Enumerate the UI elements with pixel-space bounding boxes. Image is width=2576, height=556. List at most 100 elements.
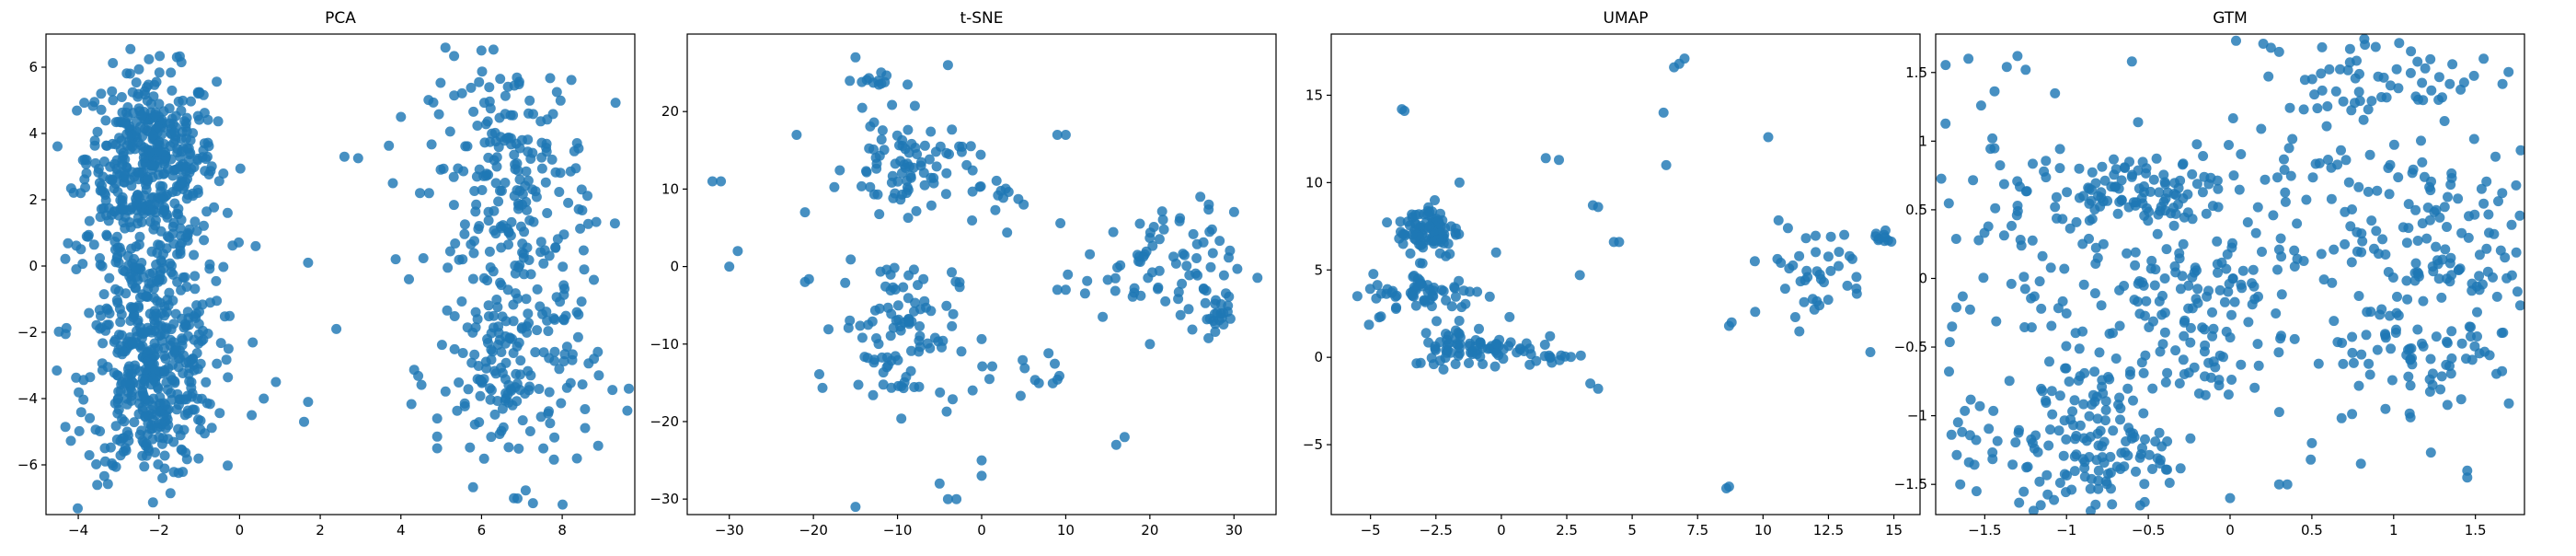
data-point: [108, 95, 119, 106]
data-point: [2306, 454, 2317, 465]
data-point: [1801, 265, 1812, 276]
data-point: [545, 73, 556, 84]
data-point: [110, 421, 121, 432]
data-point: [2041, 156, 2052, 167]
data-point: [80, 182, 91, 193]
data-point: [2289, 333, 2300, 344]
data-point: [2428, 266, 2439, 277]
data-point: [2362, 307, 2373, 318]
data-point: [496, 425, 507, 436]
data-point: [2433, 72, 2444, 83]
data-point: [199, 235, 210, 246]
data-point: [163, 300, 174, 311]
data-point: [577, 379, 588, 390]
data-point: [1971, 434, 1982, 446]
data-point: [2225, 492, 2236, 504]
data-point: [2069, 395, 2080, 406]
scatter-points: [1351, 53, 1897, 493]
data-point: [2144, 322, 2155, 332]
data-point: [998, 192, 1008, 203]
y-tick-label: 0: [670, 259, 679, 275]
data-point: [2092, 413, 2103, 424]
data-point: [2185, 322, 2196, 333]
data-point: [109, 367, 120, 378]
data-point: [2169, 178, 2180, 189]
x-tick-label: 15: [1885, 522, 1903, 539]
data-point: [2226, 375, 2237, 385]
data-point: [125, 43, 136, 54]
data-point: [931, 161, 942, 172]
data-point: [2462, 465, 2473, 476]
data-point: [150, 107, 161, 118]
data-point: [521, 166, 532, 177]
data-point: [942, 493, 953, 504]
x-tick-label: 4: [397, 522, 406, 539]
data-point: [1585, 378, 1596, 389]
data-point: [485, 136, 496, 147]
data-point: [124, 68, 135, 79]
data-point: [1422, 209, 1433, 220]
data-point: [1397, 228, 1409, 239]
data-point: [2093, 440, 2104, 451]
data-point: [865, 121, 876, 132]
data-point: [2034, 476, 2045, 487]
data-point: [83, 229, 94, 240]
data-point: [60, 329, 71, 340]
data-point: [2116, 194, 2127, 205]
data-point: [1424, 221, 1435, 232]
data-point: [1203, 199, 1214, 210]
data-point: [941, 406, 952, 417]
data-point: [863, 319, 874, 330]
data-point: [2044, 356, 2054, 367]
data-point: [1593, 202, 1604, 213]
data-point: [2425, 53, 2436, 64]
data-point: [2093, 483, 2104, 494]
data-point: [122, 336, 133, 347]
data-point: [2120, 163, 2131, 173]
data-point: [2160, 179, 2171, 190]
data-point: [102, 479, 113, 490]
data-point: [2161, 244, 2172, 255]
data-point: [2498, 327, 2509, 338]
data-point: [1112, 262, 1122, 273]
data-point: [2145, 263, 2156, 274]
data-point: [503, 239, 513, 250]
data-point: [1951, 449, 1962, 460]
data-point: [2284, 102, 2295, 113]
data-point: [2401, 275, 2412, 286]
data-point: [2185, 337, 2196, 348]
data-point: [2376, 92, 2386, 102]
data-point: [189, 249, 200, 261]
data-point: [1110, 272, 1121, 284]
data-point: [1998, 230, 2009, 241]
data-point: [1834, 247, 1845, 258]
data-point: [1252, 272, 1263, 284]
data-point: [2084, 183, 2095, 194]
data-point: [150, 220, 161, 231]
data-point: [914, 321, 926, 331]
data-point: [2324, 64, 2335, 75]
data-point: [2100, 405, 2111, 415]
y-tick-label: −2: [17, 324, 38, 341]
data-point: [105, 442, 116, 453]
data-point: [861, 166, 871, 177]
data-point: [462, 141, 473, 152]
data-point: [1544, 350, 1555, 361]
data-point: [1784, 263, 1795, 274]
data-point: [903, 213, 914, 224]
data-point: [1175, 309, 1186, 320]
data-point: [2231, 35, 2241, 46]
data-point: [191, 226, 202, 237]
data-point: [113, 285, 124, 296]
data-point: [1018, 199, 1029, 210]
data-point: [2443, 191, 2453, 203]
data-point: [489, 310, 500, 321]
data-point: [1368, 269, 1379, 280]
data-point: [2503, 398, 2514, 409]
data-point: [2197, 322, 2208, 333]
data-point: [2353, 291, 2364, 301]
data-point: [2062, 187, 2073, 198]
data-point: [1952, 417, 1963, 428]
data-point: [444, 126, 455, 137]
data-point: [2006, 278, 2017, 289]
